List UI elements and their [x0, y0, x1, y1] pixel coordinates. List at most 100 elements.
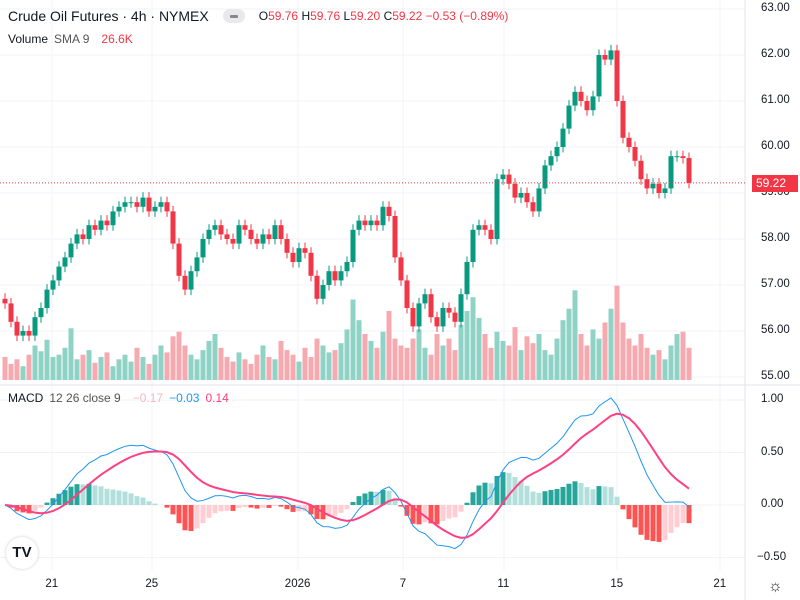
macd-hist-bar [272, 505, 278, 506]
candle-body [2, 298, 8, 304]
signal-line [4, 412, 690, 539]
volume-bar [314, 338, 320, 380]
macd-hist-bar [674, 505, 680, 528]
macd-hist-bar [668, 505, 674, 533]
volume-legend[interactable]: Volume SMA 9 26.6K [8, 32, 133, 46]
volume-bar [302, 347, 308, 380]
candle-body [308, 252, 314, 276]
candle-body [542, 165, 548, 189]
macd-hist-bar [572, 481, 578, 505]
macd-hist-bar [308, 505, 314, 515]
volume-bar [530, 343, 536, 380]
volume-bar [188, 354, 194, 380]
macd-hist-bar [602, 486, 608, 505]
candle-body [422, 294, 428, 304]
volume-bar [410, 338, 416, 380]
volume-name: Volume [8, 32, 49, 46]
volume-bar [548, 354, 554, 380]
macd-params: 12 26 close 9 [49, 391, 121, 405]
volume-bar [164, 352, 170, 380]
volume-bar [590, 329, 596, 380]
settings-gear-icon[interactable]: ☼ [768, 578, 783, 595]
candle-body [386, 206, 392, 216]
macd-hist-bar [494, 475, 500, 505]
volume-bar [218, 347, 224, 380]
macd-axis-label: 0.50 [761, 445, 784, 458]
macd-hist-bar [164, 505, 170, 508]
macd-hist-bar [26, 505, 32, 514]
candle-body [314, 275, 320, 299]
candle-body [578, 91, 584, 101]
macd-hist-bar [452, 505, 458, 518]
tradingview-logo[interactable]: TV [6, 537, 38, 569]
volume-bar [122, 354, 128, 380]
volume-bar [668, 345, 674, 380]
macd-hist-bar [332, 505, 338, 516]
candle-body [680, 156, 686, 159]
macd-signal-value: 0.14 [205, 391, 229, 405]
volume-bar [254, 354, 260, 380]
candle-body [170, 211, 176, 244]
candle-body [392, 216, 398, 258]
macd-hist-bar [62, 490, 68, 505]
candle-body [428, 294, 434, 318]
candle-body [194, 257, 200, 272]
volume-bar [542, 350, 548, 380]
candle-body [494, 179, 500, 239]
candle-body [62, 257, 68, 267]
candle-body [44, 289, 50, 308]
macd-hist-bar [524, 485, 530, 505]
symbol-title[interactable]: Crude Oil Futures · 4h · NYMEX [8, 8, 209, 24]
macd-hist-bar [632, 505, 638, 528]
volume-bar [674, 334, 680, 380]
volume-bar [500, 340, 506, 380]
volume-bar [128, 361, 134, 380]
macd-hist-bar [56, 493, 62, 505]
macd-hist-bar [146, 501, 152, 505]
macd-hist-bar [662, 505, 668, 541]
volume-bar [374, 347, 380, 380]
price-axis-label: 57.00 [761, 278, 790, 290]
macd-hist-bar [230, 505, 236, 511]
candle-body [602, 55, 608, 60]
macd-hist-bar [284, 505, 290, 510]
volume-bar [650, 354, 656, 380]
candle-body [476, 225, 482, 230]
macd-hist-bar [344, 505, 350, 510]
candle-body [626, 137, 632, 147]
volume-bar [680, 331, 686, 380]
macd-hist-bar [134, 496, 140, 505]
volume-bar [194, 359, 200, 380]
candle-body [530, 202, 536, 212]
volume-bar [380, 331, 386, 380]
macd-hist-bar [392, 498, 398, 505]
macd-hist-bar [386, 490, 392, 505]
volume-bar [554, 338, 560, 380]
candle-body [200, 239, 206, 258]
candle-body [104, 220, 110, 226]
volume-bar [50, 357, 56, 380]
macd-hist-bar [80, 484, 86, 505]
volume-bar [56, 354, 62, 380]
candle-body [608, 50, 614, 60]
volume-bar [278, 340, 284, 380]
volume-bar [578, 334, 584, 380]
volume-bar [344, 329, 350, 380]
volume-bar [230, 361, 236, 380]
volume-bar [596, 338, 602, 380]
macd-hist-bar [32, 505, 38, 511]
volume-bar [506, 345, 512, 380]
candle-body [524, 193, 530, 203]
candle-body [212, 225, 218, 230]
candle-body [662, 188, 668, 193]
time-axis-label: 21 [45, 578, 59, 590]
macd-hist-bar [434, 505, 440, 525]
time-axis-label: 15 [610, 578, 624, 590]
macd-hist-bar [440, 505, 446, 521]
candle-body [536, 188, 542, 212]
macd-legend[interactable]: MACD 12 26 close 9 −0.17 −0.03 0.14 [8, 391, 229, 405]
collapse-legend-button[interactable] [222, 9, 245, 23]
macd-hist-bar [356, 496, 362, 505]
macd-hist-bar [188, 505, 194, 532]
